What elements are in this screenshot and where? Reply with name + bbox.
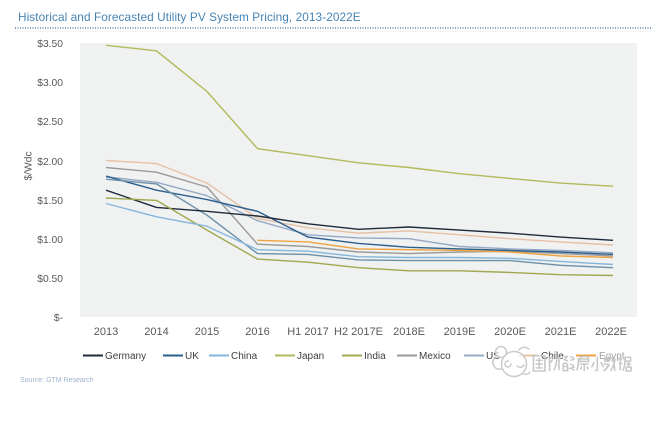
svg-text:$3.00: $3.00 (37, 78, 63, 89)
svg-text:2014: 2014 (144, 326, 168, 338)
svg-text:$/Wdc: $/Wdc (24, 151, 35, 180)
svg-text:2018E: 2018E (393, 326, 425, 338)
svg-text:2016: 2016 (245, 326, 269, 338)
svg-text:China: China (231, 351, 258, 362)
svg-text:$2.50: $2.50 (37, 117, 63, 128)
svg-text:$0.50: $0.50 (37, 274, 63, 285)
svg-text:$3.50: $3.50 (37, 39, 63, 50)
svg-text:Historical and Forecasted Util: Historical and Forecasted Utility PV Sys… (18, 10, 361, 24)
svg-text:$2.00: $2.00 (37, 157, 63, 168)
svg-text:2015: 2015 (195, 326, 219, 338)
svg-text:India: India (364, 351, 386, 362)
svg-text:Germany: Germany (105, 351, 146, 362)
svg-text:Chile: Chile (541, 351, 564, 362)
svg-text:Source: GTM Research: Source: GTM Research (20, 377, 94, 384)
svg-text:UK: UK (185, 351, 199, 362)
svg-text:Mexico: Mexico (419, 351, 451, 362)
svg-text:2019E: 2019E (444, 326, 476, 338)
svg-text:H1 2017: H1 2017 (287, 326, 329, 338)
svg-text:2020E: 2020E (494, 326, 526, 338)
svg-text:2022E: 2022E (595, 326, 627, 338)
svg-text:$-: $- (54, 313, 63, 324)
svg-text:2013: 2013 (94, 326, 118, 338)
svg-text:US: US (486, 351, 500, 362)
svg-text:2021E: 2021E (545, 326, 577, 338)
svg-text:Japan: Japan (297, 351, 324, 362)
svg-text:$1.50: $1.50 (37, 196, 63, 207)
svg-text:$1.00: $1.00 (37, 235, 63, 246)
svg-text:H2 2017E: H2 2017E (334, 326, 383, 338)
